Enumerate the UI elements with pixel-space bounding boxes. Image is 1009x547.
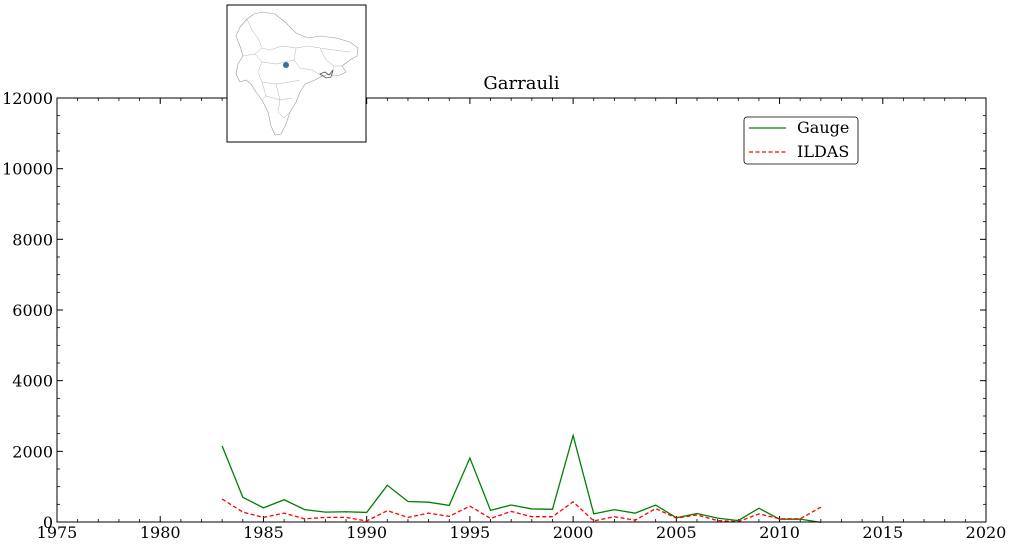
legend: Gauge ILDAS (743, 116, 859, 165)
y-tick-label: 6000 (12, 301, 53, 320)
y-tick-label: 8000 (12, 230, 53, 249)
x-tick-label: 2020 (966, 523, 1007, 542)
y-tick-label: 12000 (2, 89, 53, 108)
x-tick-label: 2010 (759, 523, 800, 542)
legend-label-ildas: ILDAS (797, 142, 849, 161)
x-tick-label: 2005 (656, 523, 697, 542)
x-tick-label: 1985 (243, 523, 284, 542)
legend-label-gauge: Gauge (797, 118, 849, 137)
x-tick-label: 2015 (862, 523, 903, 542)
south-asia-outline (235, 11, 359, 136)
plot-frame (56, 97, 987, 523)
gauge-location-marker (283, 62, 289, 68)
x-tick-label: 1975 (37, 523, 78, 542)
y-tick-label: 2000 (12, 442, 53, 461)
inset-map (226, 4, 367, 143)
series-layer (221, 432, 822, 523)
coastline-detail (319, 69, 334, 79)
x-tick-label: 2000 (553, 523, 594, 542)
chart-title: Garrauli (483, 73, 559, 94)
y-tick-label: 10000 (2, 160, 53, 179)
x-tick-label: 1980 (140, 523, 181, 542)
region-borders (242, 18, 351, 119)
y-tick-label: 0 (43, 513, 53, 532)
series-line-gauge (221, 432, 821, 523)
x-tick-label: 1995 (450, 523, 491, 542)
y-tick-label: 4000 (12, 372, 53, 391)
axis-tick-labels: 1975 1980 1985 1990 1995 2000 2005 2010 2015 2020… (2, 89, 1006, 542)
x-tick-label: 1990 (346, 523, 387, 542)
series-line-ildas (221, 498, 822, 523)
